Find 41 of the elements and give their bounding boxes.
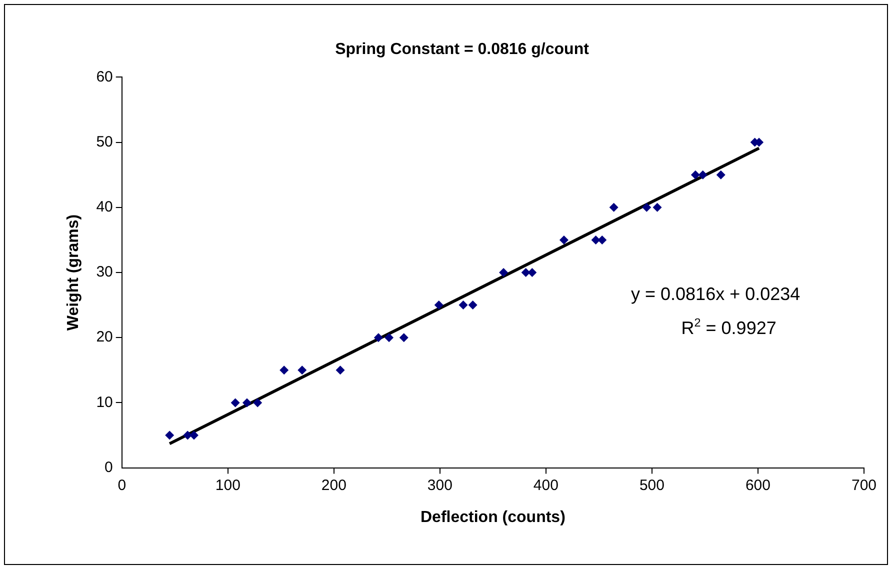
x-tick-label: 700 [851, 476, 877, 494]
point [253, 398, 262, 408]
x-tick-label: 0 [118, 476, 126, 494]
x-tick-label: 300 [427, 476, 452, 494]
y-tick-label: 20 [96, 328, 113, 346]
point [598, 235, 607, 244]
y-tick-label: 50 [96, 133, 113, 150]
point [458, 300, 468, 310]
point [399, 333, 408, 342]
point [384, 333, 394, 342]
point [652, 202, 662, 212]
point [298, 366, 307, 375]
x-axis-title: Deflection (counts) [420, 508, 566, 526]
point [690, 170, 700, 180]
y-tick-label: 40 [96, 198, 113, 216]
point [165, 430, 174, 440]
y-tick-label: 0 [104, 458, 113, 476]
annotation: y = 0.0816x + 0.0234 [631, 284, 800, 304]
point [242, 398, 252, 408]
point [336, 366, 345, 375]
y-axis-title: Weight (grams) [65, 214, 82, 331]
x-tick-label: 500 [639, 476, 664, 494]
point [642, 202, 652, 212]
x-tick-label: 200 [321, 476, 346, 494]
point [230, 398, 240, 408]
point [698, 170, 708, 180]
y-tick-label: 10 [96, 394, 113, 411]
x-tick-label: 600 [745, 476, 770, 494]
point [716, 170, 726, 180]
point [374, 333, 383, 342]
x-tick-label: 400 [533, 476, 558, 494]
y-tick-label: 60 [96, 68, 113, 86]
y-tick-label: 30 [96, 264, 113, 281]
point [468, 300, 478, 310]
point [499, 268, 508, 277]
point [280, 366, 289, 375]
point [609, 202, 618, 212]
point [434, 300, 444, 310]
point [559, 235, 568, 244]
chart-title: Spring Constant = 0.0816 g/count [335, 41, 590, 58]
x-tick-label: 100 [215, 476, 240, 494]
